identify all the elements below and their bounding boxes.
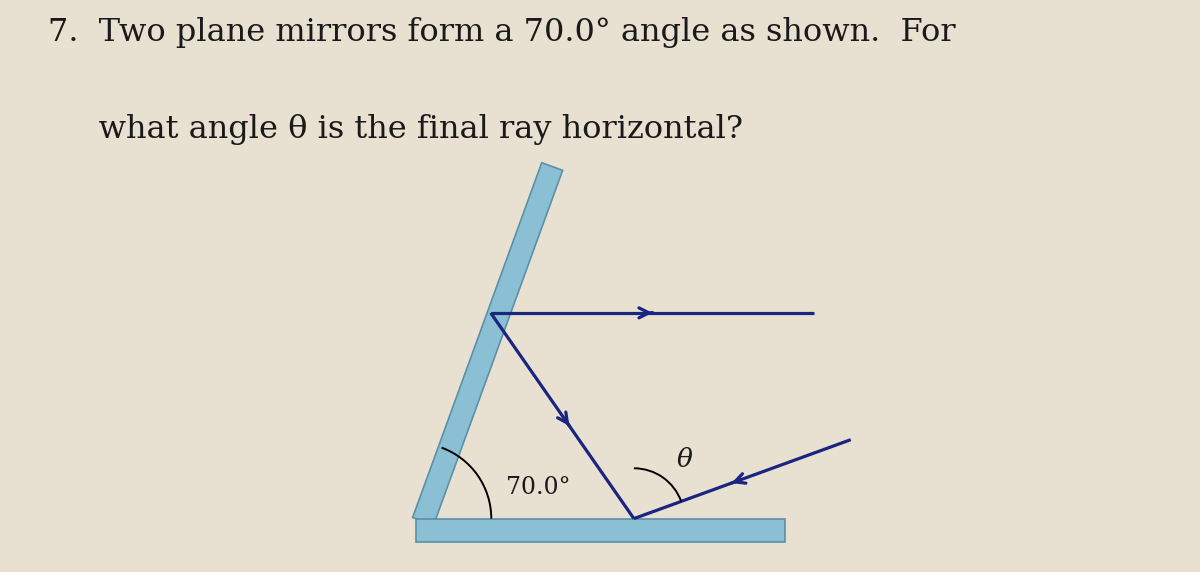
Text: 70.0°: 70.0° bbox=[506, 476, 570, 499]
Text: θ: θ bbox=[677, 447, 692, 472]
Polygon shape bbox=[413, 162, 563, 525]
Text: what angle θ is the final ray horizontal?: what angle θ is the final ray horizontal… bbox=[48, 114, 743, 145]
Polygon shape bbox=[415, 519, 785, 542]
Text: 7.  Two plane mirrors form a 70.0° angle as shown.  For: 7. Two plane mirrors form a 70.0° angle … bbox=[48, 17, 955, 48]
